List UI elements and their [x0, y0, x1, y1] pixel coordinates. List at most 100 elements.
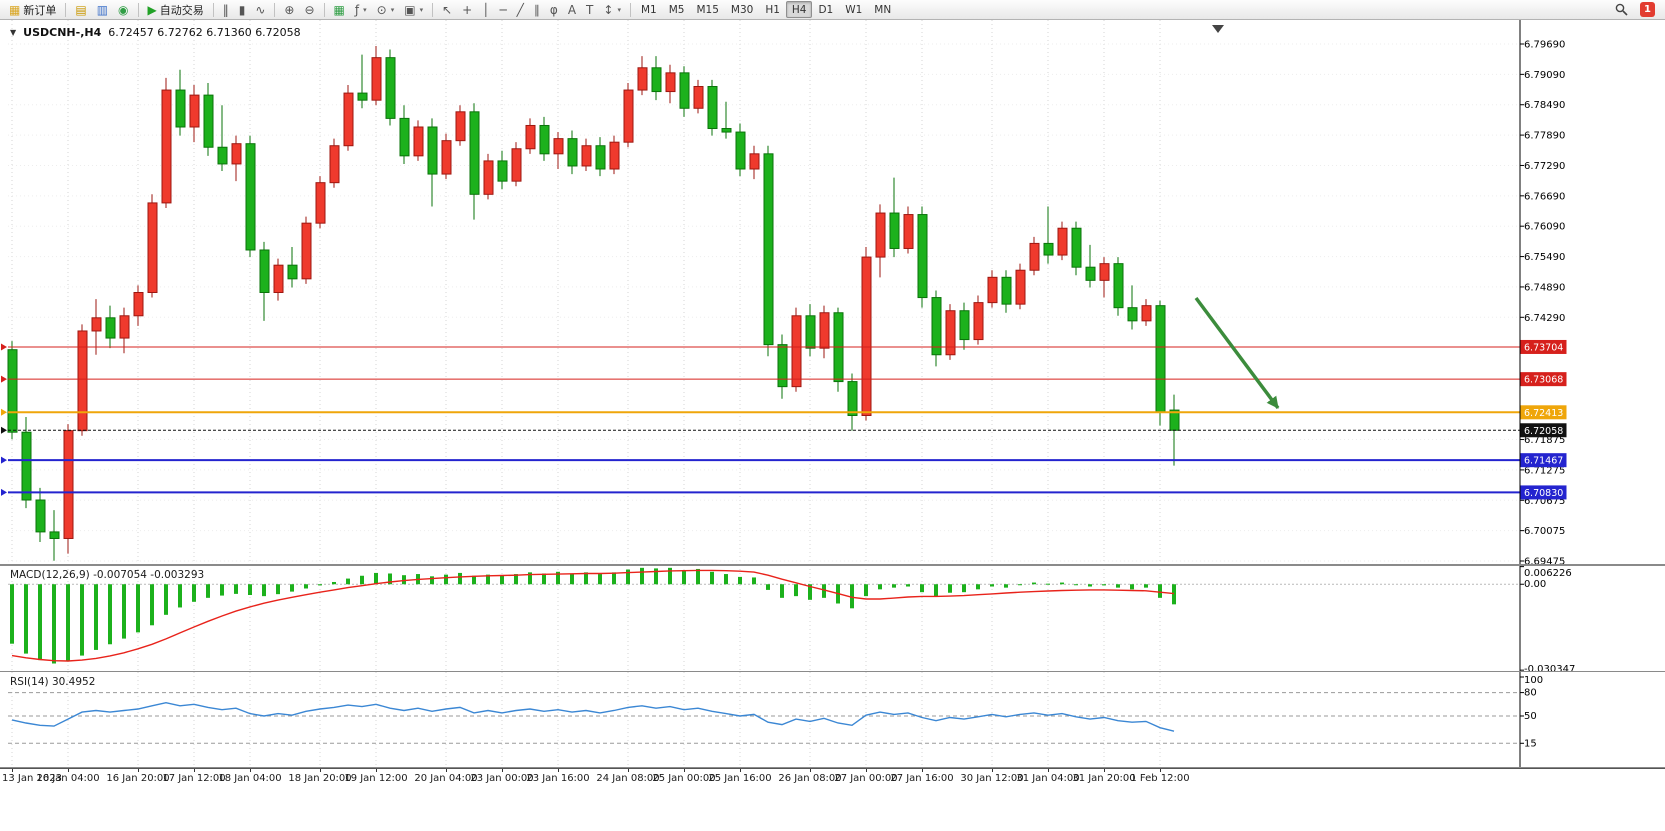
macd-label: MACD(12,26,9) -0.007054 -0.003293	[10, 569, 204, 581]
timeframe-button-h4[interactable]: H4	[785, 1, 813, 18]
data-window-button[interactable]: ▥	[92, 1, 113, 18]
candle	[1113, 263, 1124, 309]
time-axis[interactable]: 13 Jan 2023 16 Jan 04:00 16 Jan 20:00 17 Ja…	[0, 768, 1665, 788]
toolbar: ▦ 新订单 ▤ ▥ ◉ ▶ 自动交易 ‖ ▮ ∿ ⊕ ⊖ ▦ ƒ ▾ ⊙ ▾ ▣ ▾ ↖ + │ ─ ╱ ∥ φ A T ↕ ▾ M1 M5 M…	[0, 0, 1665, 20]
dropdown-arrow-icon[interactable]: ▾	[390, 5, 395, 14]
zoom-in-icon: ⊕	[284, 2, 295, 17]
macd-histogram-bar	[220, 584, 224, 596]
price-axis-label: 6.77890	[1524, 131, 1565, 142]
price-level-tag-label: 6.73704	[1524, 342, 1563, 353]
snapshot-button[interactable]: ▣ ▾	[399, 1, 428, 18]
rsi-panel[interactable]: 100 80 50 15 RSI(14) 30.4952	[0, 672, 1665, 768]
toolbar-right-group: 1	[1610, 1, 1661, 18]
zoom-out-button[interactable]: ⊖	[299, 1, 319, 18]
candle	[385, 57, 396, 119]
chart-title: USDCNH-,H4	[23, 26, 102, 39]
macd-histogram-bar	[80, 584, 84, 656]
macd-histogram-bar	[290, 584, 294, 592]
dropdown-arrow-icon[interactable]: ▾	[363, 5, 367, 14]
macd-histogram-bar	[164, 584, 168, 615]
candle	[35, 499, 46, 533]
candle	[1043, 242, 1054, 256]
arrows-button[interactable]: ↕ ▾	[598, 1, 626, 18]
candle	[273, 264, 284, 294]
candle	[889, 212, 900, 249]
periods-button[interactable]: ⊙ ▾	[372, 1, 400, 18]
macd-histogram-bar	[1004, 584, 1008, 588]
candle	[1057, 227, 1068, 256]
chart-shift-marker[interactable]	[1212, 25, 1224, 33]
macd-histogram-bar	[640, 567, 644, 585]
time-axis-tick	[375, 769, 377, 772]
candlestick-chart-button[interactable]: ▮	[234, 1, 251, 18]
timeframe-button-h1[interactable]: H1	[765, 3, 780, 16]
candle	[1001, 276, 1012, 305]
crosshair-icon: +	[462, 2, 473, 17]
zoom-in-button[interactable]: ⊕	[279, 1, 299, 18]
cursor-button[interactable]: ↖	[437, 1, 457, 18]
autotrading-button[interactable]: ▶ 自动交易	[143, 1, 209, 18]
macd-histogram-bar	[1074, 584, 1078, 586]
grid-button[interactable]: ▦	[329, 1, 350, 18]
macd-histogram-bar	[38, 584, 42, 661]
time-axis-label: 19 Jan 12:00	[344, 773, 408, 784]
time-axis-label: 27 Jan 16:00	[890, 773, 954, 784]
fibonacci-button[interactable]: φ	[545, 1, 563, 18]
search-icon[interactable]	[1610, 1, 1633, 18]
market-watch-button[interactable]: ▤	[70, 1, 91, 18]
candle	[819, 312, 830, 349]
bar-chart-button[interactable]: ‖	[218, 1, 234, 18]
timeframe-button-m5[interactable]: M5	[668, 3, 685, 16]
line-chart-button[interactable]: ∿	[250, 1, 270, 18]
time-axis-tick	[501, 769, 503, 772]
candle	[399, 117, 410, 157]
timeframe-button-m30[interactable]: M30	[730, 3, 754, 16]
trendline-button[interactable]: ╱	[512, 1, 529, 18]
time-axis-label: 18 Jan 04:00	[218, 773, 282, 784]
horizontal-line-button[interactable]: ─	[494, 1, 511, 18]
macd-histogram-bar	[94, 584, 98, 650]
macd-signal-line	[11, 569, 1175, 662]
macd-histogram-bar	[962, 584, 966, 593]
indicators-button[interactable]: ƒ ▾	[350, 1, 372, 18]
text-button[interactable]: A	[563, 1, 581, 18]
macd-axis-label: 0.00	[1524, 579, 1546, 590]
timeframe-button-m15[interactable]: M15	[696, 3, 719, 16]
candle	[469, 111, 480, 195]
trend-arrow-annotation[interactable]	[1194, 296, 1280, 410]
macd-histogram-bar	[920, 584, 924, 593]
candle	[511, 148, 522, 182]
text-icon: A	[567, 2, 577, 17]
timeframe-button-m1[interactable]: M1	[640, 3, 657, 16]
vertical-line-button[interactable]: │	[477, 1, 494, 18]
zoom-out-icon: ⊖	[304, 2, 315, 17]
chart-header: ▼ USDCNH-,H4 6.72457 6.72762 6.71360 6.7…	[10, 26, 301, 39]
chart-window[interactable]: 6.79690 6.79090 6.78490 6.77890 6.77290 6.766…	[0, 20, 1665, 831]
price-axis-label: 6.71875	[1524, 435, 1565, 446]
new-order-button[interactable]: ▦ 新订单	[4, 1, 61, 18]
rsi-axis-label: 50	[1524, 711, 1537, 722]
notification-badge[interactable]: 1	[1640, 2, 1655, 17]
dropdown-arrow-icon[interactable]: ▾	[419, 5, 424, 14]
timeframe-button-mn[interactable]: MN	[874, 3, 892, 16]
price-axis-label: 6.69475	[1524, 557, 1565, 565]
price-chart[interactable]: 6.79690 6.79090 6.78490 6.77890 6.77290 6.766…	[0, 20, 1665, 565]
price-level-tag	[1520, 339, 1567, 354]
dropdown-arrow-icon[interactable]: ▾	[617, 5, 621, 14]
collapse-ohlc-icon[interactable]: ▼	[10, 28, 17, 37]
label-button[interactable]: T	[581, 1, 598, 18]
equidistant-channel-button[interactable]: ∥	[529, 1, 545, 18]
price-axis-label: 6.74290	[1524, 313, 1565, 324]
crosshair-button[interactable]: +	[457, 1, 477, 18]
candle	[301, 222, 312, 280]
timeframe-button-d1[interactable]: D1	[818, 3, 834, 16]
macd-histogram-bar	[934, 584, 938, 597]
candle	[847, 381, 858, 416]
price-level-tag	[1520, 453, 1567, 468]
macd-histogram-bar	[710, 571, 714, 585]
macd-histogram-bar	[766, 584, 770, 590]
timeframe-button-w1[interactable]: W1	[845, 3, 863, 16]
navigator-button[interactable]: ◉	[113, 1, 133, 18]
